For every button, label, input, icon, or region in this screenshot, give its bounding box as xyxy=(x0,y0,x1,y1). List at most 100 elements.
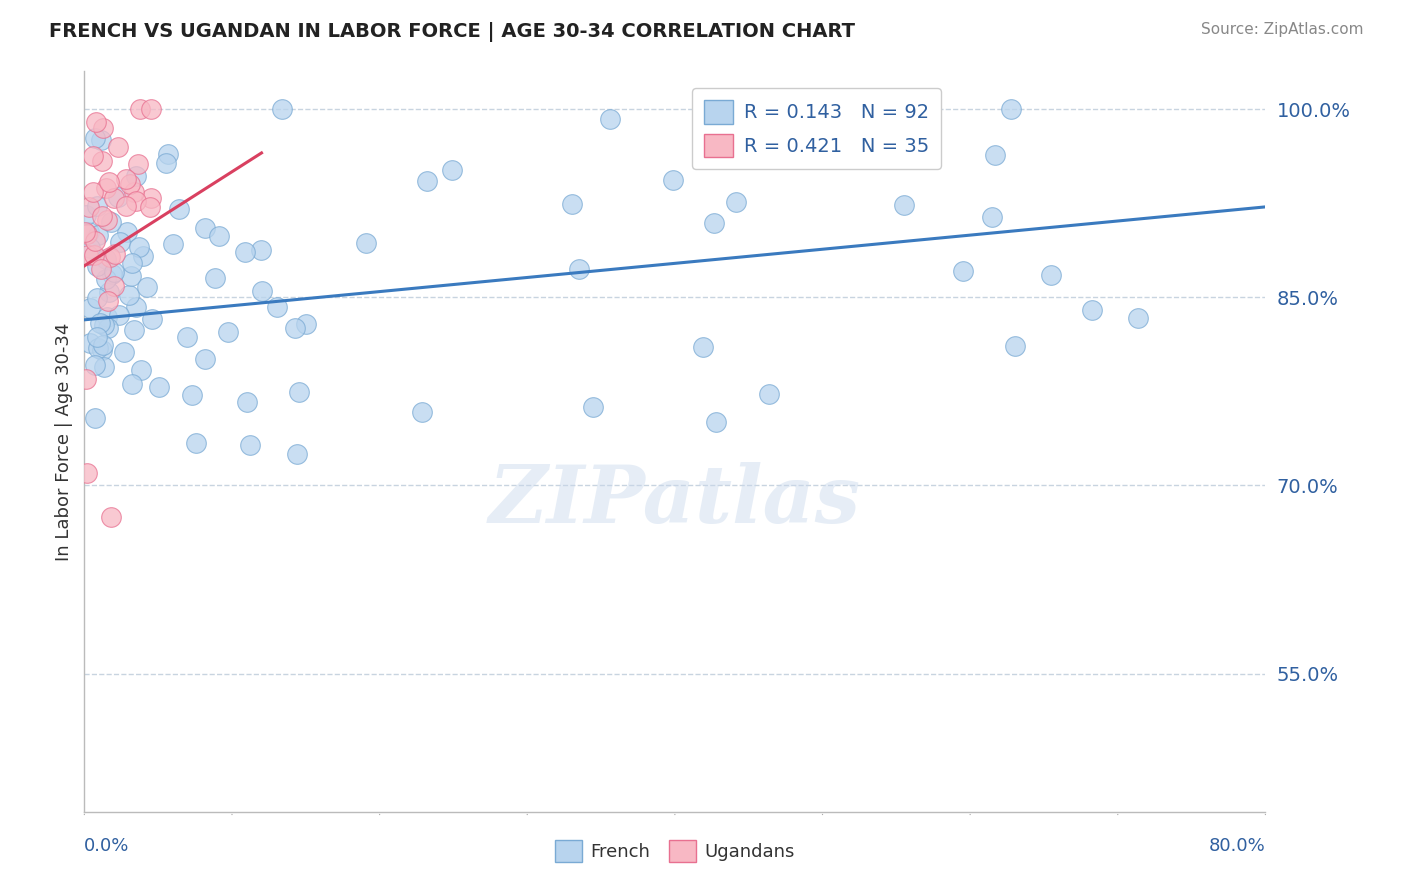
Text: FRENCH VS UGANDAN IN LABOR FORCE | AGE 30-34 CORRELATION CHART: FRENCH VS UGANDAN IN LABOR FORCE | AGE 3… xyxy=(49,22,855,42)
Point xyxy=(157,146,180,161)
Text: 80.0%: 80.0% xyxy=(1209,837,1265,855)
Point xyxy=(94,272,117,286)
Point xyxy=(89,261,111,276)
Text: Source: ZipAtlas.com: Source: ZipAtlas.com xyxy=(1201,22,1364,37)
Point xyxy=(125,300,148,314)
Point xyxy=(86,259,108,273)
Point xyxy=(97,175,120,189)
Point xyxy=(139,201,162,215)
Point xyxy=(118,177,141,191)
Point xyxy=(1126,310,1149,325)
Point xyxy=(103,265,125,279)
Point xyxy=(86,199,108,213)
Point xyxy=(354,235,377,250)
Point xyxy=(114,199,136,213)
Point xyxy=(97,321,120,335)
Point xyxy=(107,190,129,204)
Point xyxy=(121,377,143,392)
Point xyxy=(181,388,204,402)
Point xyxy=(79,225,101,239)
Point xyxy=(107,309,129,323)
Point xyxy=(96,213,118,227)
Point xyxy=(118,287,141,301)
Point xyxy=(294,317,316,331)
Point xyxy=(108,235,131,249)
Point xyxy=(96,310,118,324)
Point xyxy=(193,351,215,366)
Point xyxy=(75,372,97,386)
Point xyxy=(148,380,170,394)
Point xyxy=(288,384,311,399)
Point xyxy=(568,262,591,277)
Point xyxy=(76,248,98,262)
Point xyxy=(266,301,288,315)
Point xyxy=(127,157,149,171)
Point xyxy=(101,268,124,282)
Point xyxy=(83,248,105,262)
Point xyxy=(75,225,97,239)
Point xyxy=(84,411,107,425)
Point xyxy=(981,210,1004,224)
Point xyxy=(758,386,780,401)
Point xyxy=(125,194,148,208)
Point xyxy=(86,330,108,344)
Text: ZIPatlas: ZIPatlas xyxy=(489,462,860,540)
Y-axis label: In Labor Force | Age 30-34: In Labor Force | Age 30-34 xyxy=(55,322,73,561)
Point xyxy=(284,321,307,335)
Point xyxy=(703,216,725,230)
Point xyxy=(208,229,231,244)
Point xyxy=(176,330,198,344)
Point xyxy=(87,341,110,355)
Point xyxy=(120,268,142,283)
Point xyxy=(271,102,294,116)
Point xyxy=(132,249,155,263)
Point xyxy=(98,250,121,264)
Point xyxy=(155,156,177,170)
Point xyxy=(582,400,605,414)
Point xyxy=(79,336,101,351)
Point xyxy=(94,181,117,195)
Point xyxy=(87,228,110,243)
Point xyxy=(75,208,97,222)
Point xyxy=(79,301,101,316)
Point xyxy=(1000,102,1022,116)
Point xyxy=(86,291,108,305)
Point xyxy=(77,200,100,214)
Point xyxy=(416,174,439,188)
Point xyxy=(84,234,107,248)
Point xyxy=(141,311,163,326)
Point xyxy=(984,148,1007,162)
Point xyxy=(122,323,145,337)
Point xyxy=(103,279,125,293)
Point xyxy=(76,466,98,480)
Point xyxy=(93,318,115,332)
Point xyxy=(236,395,259,409)
Point xyxy=(93,359,115,374)
Point xyxy=(100,509,122,524)
Point xyxy=(104,247,127,261)
Point xyxy=(82,149,104,163)
Point xyxy=(90,133,112,147)
Point xyxy=(662,173,685,187)
Point xyxy=(1004,339,1026,353)
Point xyxy=(561,197,583,211)
Point xyxy=(124,186,146,200)
Point xyxy=(167,202,190,216)
Point xyxy=(217,325,239,339)
Point xyxy=(193,220,215,235)
Point xyxy=(692,340,714,354)
Point xyxy=(82,186,104,200)
Point xyxy=(100,215,122,229)
Point xyxy=(112,345,135,359)
Point xyxy=(725,195,748,210)
Point xyxy=(239,438,262,452)
Point xyxy=(233,244,256,259)
Point xyxy=(704,415,727,429)
Point xyxy=(285,447,308,461)
Point xyxy=(128,102,150,116)
Point xyxy=(84,115,107,129)
Point xyxy=(131,363,153,377)
Point xyxy=(124,169,146,183)
Point xyxy=(128,239,150,253)
Point xyxy=(1040,268,1063,282)
